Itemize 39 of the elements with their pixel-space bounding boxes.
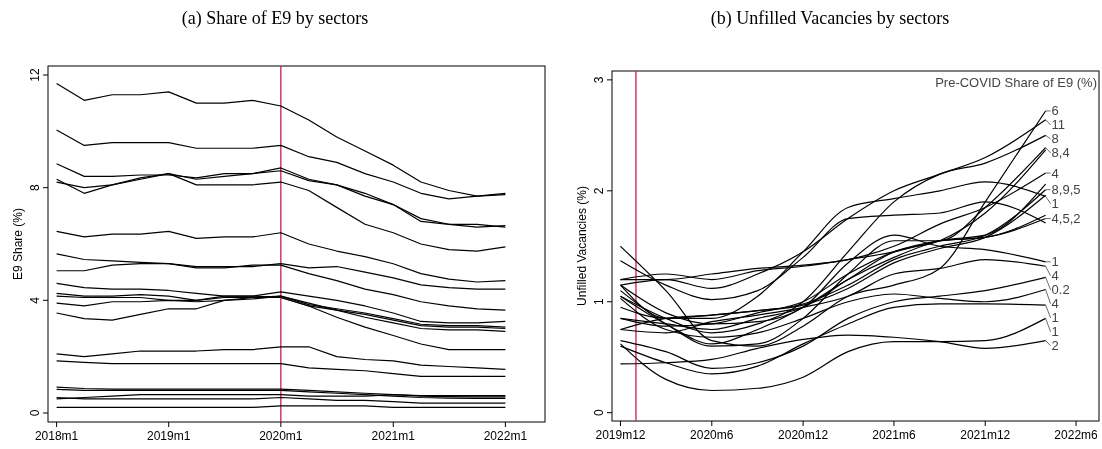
- annotation: 0.2: [1051, 282, 1070, 298]
- y-tick-label: 4: [28, 296, 42, 304]
- annotation: 4: [1051, 165, 1059, 181]
- annotation: 8,9,5: [1051, 182, 1081, 198]
- annotation: 1: [1051, 310, 1059, 326]
- annotation: 4: [1051, 296, 1059, 312]
- y-tick-label: 0: [28, 409, 42, 417]
- x-tick-label: 2018m1: [34, 429, 79, 443]
- y-tick-label: 12: [28, 68, 42, 82]
- y-tick-label: 1: [592, 298, 606, 306]
- annotation: 11: [1051, 117, 1066, 133]
- y-tick-label: 8: [28, 184, 42, 192]
- y-tick-label: 0: [592, 409, 606, 417]
- x-tick-label: 2021m1: [371, 429, 416, 443]
- x-tick-label: 2021m12: [960, 428, 1011, 442]
- annotation: 8,4: [1051, 145, 1070, 161]
- y-tick-label: 2: [592, 187, 606, 195]
- y-axis-title: Unfilled Vacancies (%): [575, 186, 589, 306]
- chart-title: (b) Unfilled Vacancies by sectors: [710, 8, 950, 29]
- x-tick-label: 2019m1: [147, 429, 191, 443]
- x-tick-label: 2021m6: [872, 428, 916, 442]
- y-axis-title: E9 Share (%): [11, 207, 25, 281]
- x-tick-label: 2022m6: [1054, 428, 1099, 442]
- annotation: 4: [1051, 268, 1059, 284]
- x-tick-label: 2020m12: [778, 428, 829, 442]
- annotation: 8: [1051, 131, 1059, 147]
- annotation: 2: [1051, 338, 1059, 354]
- annotation: 1: [1051, 196, 1059, 212]
- annotation: Pre-COVID Share of E9 (%): [935, 75, 1097, 90]
- y-tick-label: 3: [592, 76, 606, 84]
- chart-title: (a) Share of E9 by sectors: [181, 8, 369, 29]
- annotation: 1: [1051, 324, 1059, 340]
- x-tick-label: 2020m6: [690, 428, 734, 442]
- x-tick-label: 2022m1: [483, 429, 528, 443]
- x-tick-label: 2020m1: [259, 429, 303, 443]
- x-tick-label: 2019m12: [595, 428, 646, 442]
- annotation: 6: [1051, 103, 1059, 119]
- annotation: 4,5,2: [1051, 211, 1081, 227]
- annotation: 1: [1051, 254, 1059, 270]
